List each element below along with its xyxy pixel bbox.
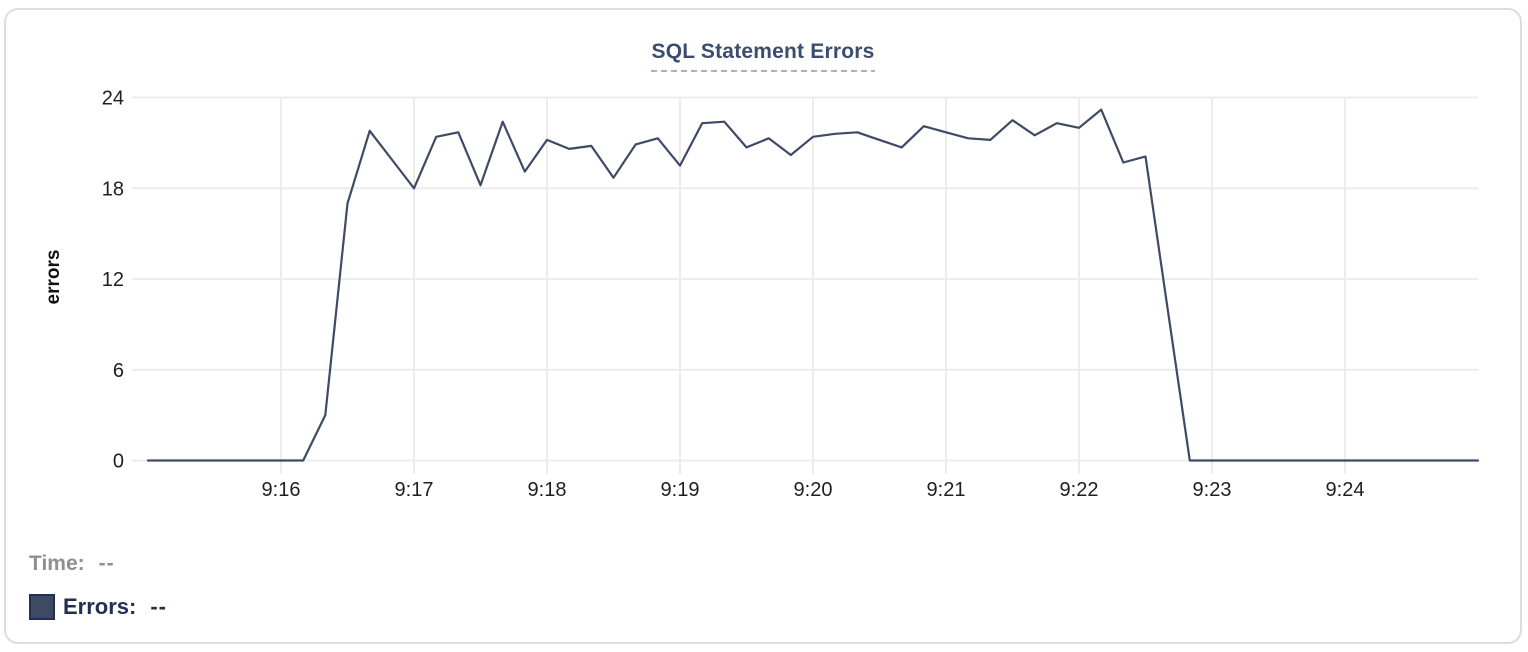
x-tick-label: 9:16	[262, 479, 301, 501]
errors-series-swatch-icon	[29, 594, 55, 620]
tooltip-time-label: Time:	[29, 552, 85, 575]
tooltip-errors-label: Errors:	[63, 594, 137, 619]
tooltip-errors-row: Errors: --	[29, 594, 167, 620]
y-tick-label: 24	[102, 88, 124, 110]
x-tick-label: 9:24	[1326, 479, 1365, 501]
x-tick-label: 9:23	[1193, 479, 1232, 501]
series-line-errors	[146, 108, 1480, 462]
errors-line-chart[interactable]: 0 6 12 18 24 9:16 9:17 9:18 9:19 9:20 9:21 9:22 9:23…	[6, 10, 1528, 652]
x-tick-label: 9:18	[528, 479, 567, 501]
x-tick-label: 9:20	[794, 479, 833, 501]
chart-title[interactable]: SQL Statement Errors	[651, 40, 875, 72]
x-tick-label: 9:17	[395, 479, 434, 501]
y-tick-label: 6	[113, 360, 124, 382]
y-tick-label: 12	[102, 269, 124, 291]
x-tick-label: 9:19	[661, 479, 700, 501]
y-tick-label: 18	[102, 178, 124, 200]
tooltip-time-row: Time: --	[29, 552, 115, 576]
tooltip-errors-value: --	[150, 594, 168, 619]
y-axis-label: errors	[43, 249, 64, 305]
tooltip-time-value: --	[98, 552, 115, 575]
y-tick-label: 0	[113, 451, 124, 473]
chart-header: SQL Statement Errors	[6, 40, 1520, 72]
x-tick-label: 9:21	[927, 479, 966, 501]
chart-card: SQL Statement Errors 0 6 12 18 24 9:16 9:17 9:1…	[4, 8, 1522, 644]
x-tick-label: 9:22	[1060, 479, 1099, 501]
